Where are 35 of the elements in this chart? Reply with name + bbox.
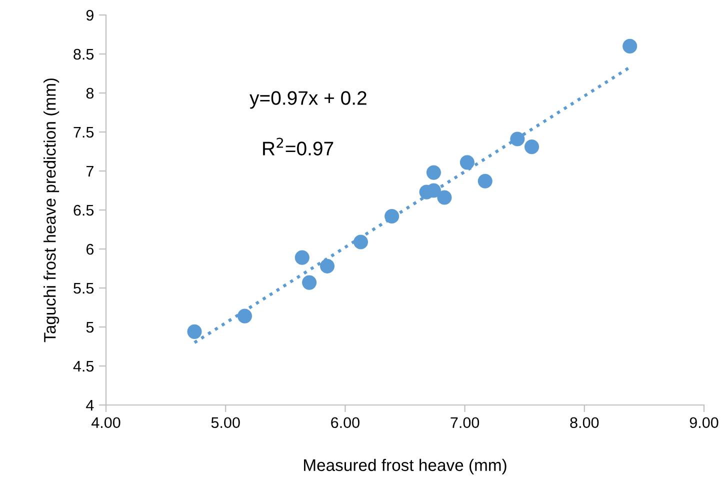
annotation: R$^{2}$=0.97 (263, 138, 334, 156)
y-tick-label: 6 (86, 244, 94, 255)
y-tick-label: 7.5 (74, 127, 94, 138)
y-tick-label: 5.5 (74, 283, 94, 294)
point (437, 190, 452, 205)
y-tick-label: 4.5 (73, 361, 94, 372)
x-tick-label: 8.00 (570, 417, 599, 428)
point (524, 140, 540, 154)
x-tick-label: 9.00 (690, 417, 718, 428)
point (460, 155, 474, 170)
y-tick-label: 9 (86, 10, 94, 21)
y-tick-label: 6.5 (74, 204, 94, 216)
x-tick-label: 7.00 (450, 417, 480, 428)
point (426, 165, 441, 180)
y-tick-label: 5 (86, 322, 94, 333)
y-tick-label: 4 (86, 400, 94, 411)
point (302, 275, 317, 290)
y-tick-label: 8.5 (74, 48, 94, 60)
point (353, 234, 368, 250)
x-tick-label: 4.00 (91, 417, 120, 428)
point (294, 250, 310, 265)
point (478, 174, 492, 188)
x-tick-label: 5.00 (211, 417, 240, 428)
annotation: y=0.97x + 0.2 (250, 91, 366, 109)
x-tick-label: 6.00 (331, 417, 360, 428)
point (187, 324, 202, 339)
y-axis-title: Taguchi frost heave prediction (mm) (44, 78, 60, 342)
point (237, 308, 252, 324)
point (384, 208, 400, 224)
point (510, 132, 525, 146)
y-tick-label: 7 (86, 166, 94, 177)
y-tick-label: 8 (86, 88, 94, 99)
point (622, 38, 638, 54)
x-axis-title: Measured frost heave (mm) (304, 458, 506, 474)
point (320, 258, 335, 274)
